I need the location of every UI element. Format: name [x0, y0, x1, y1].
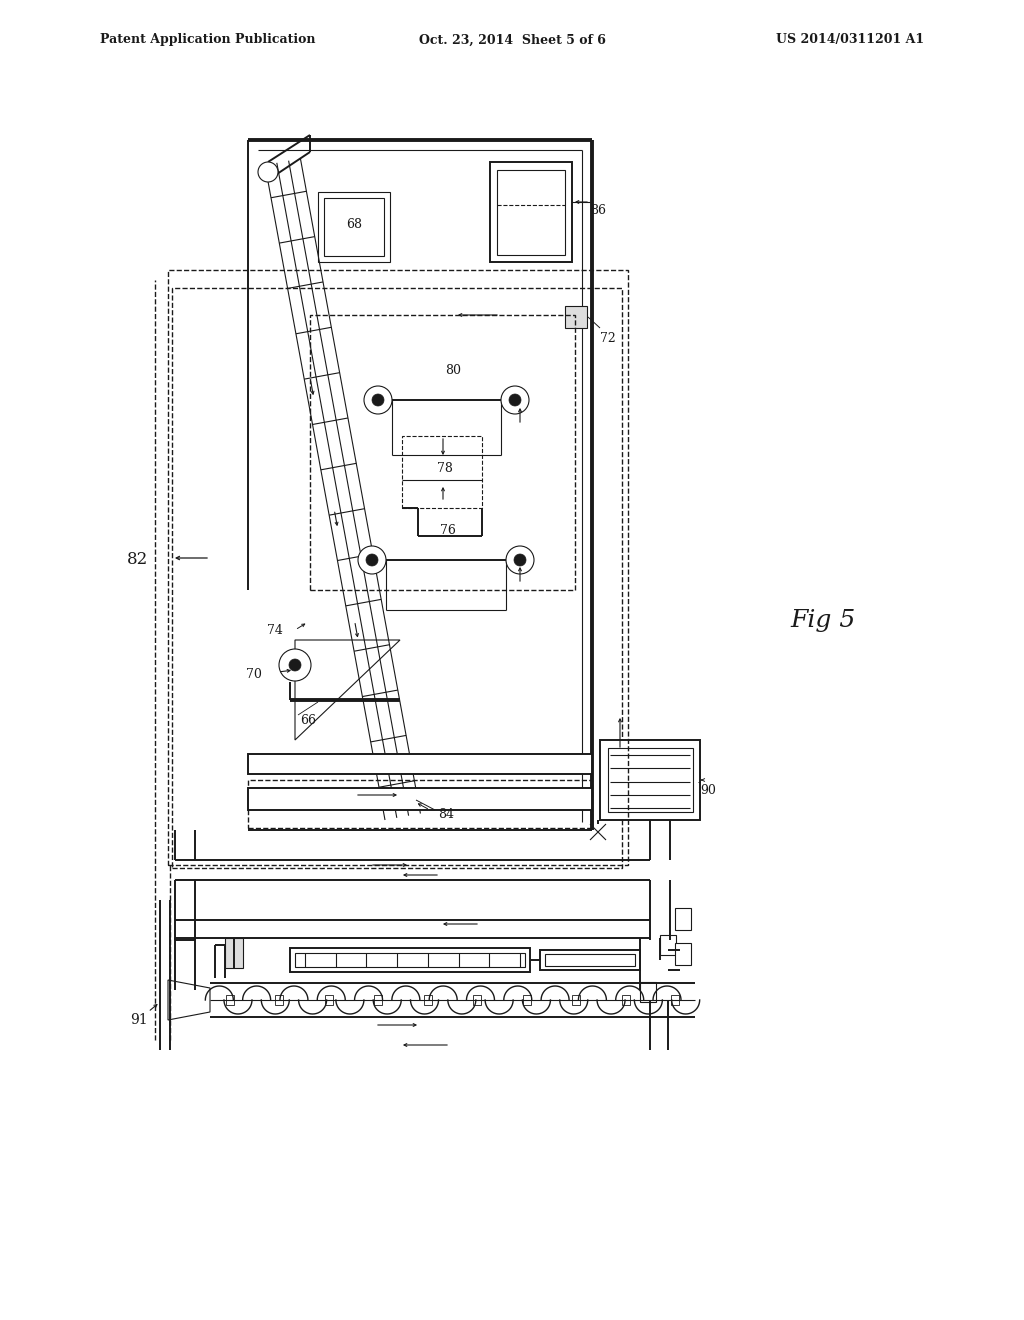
Bar [168, 271, 628, 865]
Bar [318, 191, 390, 261]
Bar [675, 942, 691, 965]
Bar [172, 288, 622, 869]
Text: 74: 74 [267, 623, 283, 636]
Text: 86: 86 [590, 203, 606, 216]
Text: 70: 70 [246, 668, 262, 681]
Circle shape [509, 393, 521, 407]
Bar [473, 995, 481, 1005]
Circle shape [258, 162, 278, 182]
Bar [248, 780, 592, 828]
Bar [540, 950, 640, 970]
Circle shape [514, 554, 526, 566]
Bar [545, 954, 635, 966]
Text: 72: 72 [600, 331, 615, 345]
Bar [295, 953, 525, 968]
Circle shape [366, 554, 378, 566]
Text: 91: 91 [130, 1012, 148, 1027]
Bar [225, 939, 243, 968]
Bar [226, 995, 234, 1005]
Text: Oct. 23, 2014  Sheet 5 of 6: Oct. 23, 2014 Sheet 5 of 6 [419, 33, 605, 46]
Bar [325, 995, 333, 1005]
Bar [660, 935, 676, 954]
Bar [522, 995, 530, 1005]
Text: Fig 5: Fig 5 [790, 609, 855, 631]
Bar [640, 982, 656, 1002]
Bar [572, 995, 581, 1005]
Bar [608, 748, 693, 812]
Bar [600, 741, 700, 820]
Circle shape [289, 659, 301, 671]
Circle shape [506, 546, 534, 574]
Bar [375, 995, 382, 1005]
Bar [402, 436, 482, 508]
Bar [497, 170, 565, 255]
Bar [490, 162, 572, 261]
Circle shape [372, 393, 384, 407]
Bar [275, 995, 284, 1005]
Circle shape [358, 546, 386, 574]
Circle shape [364, 385, 392, 414]
Text: 90: 90 [700, 784, 716, 796]
Bar [671, 995, 679, 1005]
Bar [675, 908, 691, 931]
Bar [248, 754, 592, 774]
Bar [324, 198, 384, 256]
Bar [565, 306, 587, 327]
Text: 78: 78 [437, 462, 453, 474]
Text: 80: 80 [445, 363, 461, 376]
Circle shape [501, 385, 529, 414]
Bar [622, 995, 630, 1005]
Text: US 2014/0311201 A1: US 2014/0311201 A1 [776, 33, 924, 46]
Text: 76: 76 [440, 524, 456, 536]
Text: 68: 68 [346, 219, 362, 231]
Bar [248, 788, 592, 810]
Text: 66: 66 [300, 714, 316, 726]
Circle shape [279, 649, 311, 681]
Text: 84: 84 [438, 808, 454, 821]
Bar [424, 995, 432, 1005]
Text: 82: 82 [127, 552, 148, 569]
Text: Patent Application Publication: Patent Application Publication [100, 33, 315, 46]
Bar [290, 948, 530, 972]
Bar [310, 315, 575, 590]
